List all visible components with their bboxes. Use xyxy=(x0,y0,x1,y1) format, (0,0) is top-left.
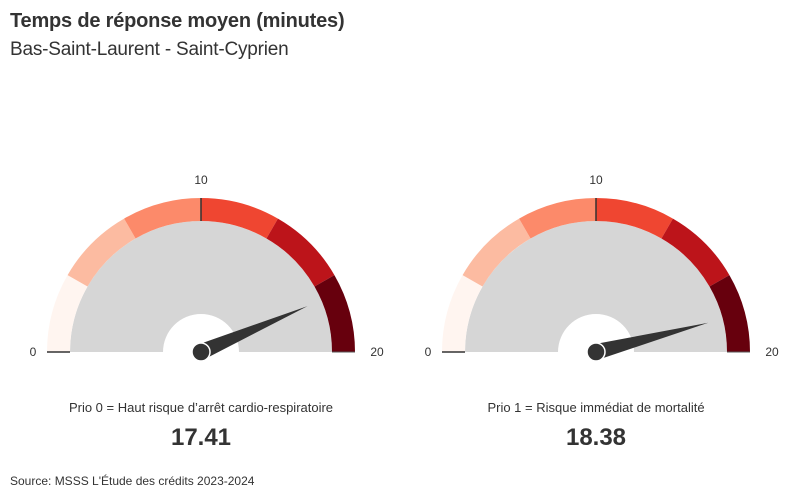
tick-label-min: 0 xyxy=(425,345,432,359)
gauge-value-prio-0: 17.41 xyxy=(170,424,232,451)
gauge-band-5 xyxy=(709,275,750,352)
gauge-band-2 xyxy=(519,198,596,239)
gauge-value-prio-1: 18.38 xyxy=(565,424,627,451)
tick-label-mid: 10 xyxy=(589,173,603,187)
needle-pivot xyxy=(586,342,606,362)
tick-label-mid: 10 xyxy=(194,173,208,187)
gauge-band-0 xyxy=(442,275,483,352)
gauge-track xyxy=(465,221,727,352)
gauge-band-3 xyxy=(596,198,673,239)
gauge-band-4 xyxy=(266,218,335,287)
source-note: Source: MSSS L'Étude des crédits 2023-20… xyxy=(10,474,255,488)
tick-label-max: 20 xyxy=(765,345,779,359)
chart-subtitle: Bas-Saint-Laurent - Saint-Cyprien xyxy=(10,39,289,60)
gauge-caption-prio-1: Prio 1 = Risque immédiat de mortalité xyxy=(487,400,705,415)
gauge-band-2 xyxy=(124,198,201,239)
gauge-band-1 xyxy=(67,218,136,287)
tick-label-max: 20 xyxy=(370,345,384,359)
chart-title: Temps de réponse moyen (minutes) xyxy=(10,10,345,32)
gauge-prio-1: 0 10 20 xyxy=(425,173,779,362)
gauge-band-4 xyxy=(661,218,730,287)
gauge-track xyxy=(70,221,332,352)
gauge-band-3 xyxy=(201,198,278,239)
gauge-prio-0: 0 10 20 xyxy=(30,173,384,362)
tick-label-min: 0 xyxy=(30,345,37,359)
gauge-band-1 xyxy=(462,218,531,287)
gauge-needle xyxy=(197,306,308,360)
gauge-caption-prio-0: Prio 0 = Haut risque d’arrêt cardio-resp… xyxy=(68,400,334,415)
needle-pivot xyxy=(191,342,211,362)
gauge-needle xyxy=(593,322,709,360)
gauge-band-5 xyxy=(314,275,355,352)
gauge-band-0 xyxy=(47,275,88,352)
